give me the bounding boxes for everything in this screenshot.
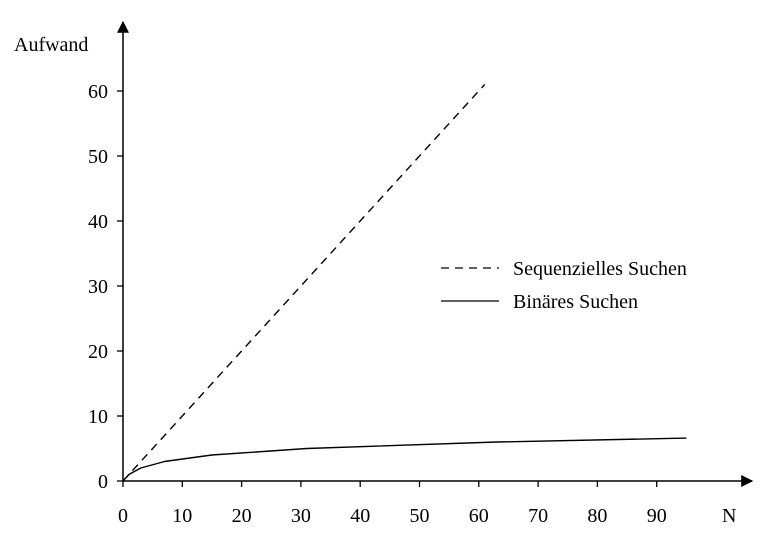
x-axis-label: N — [722, 505, 736, 527]
y-tick-label: 0 — [98, 471, 108, 493]
y-tick-label: 40 — [88, 211, 108, 233]
x-tick-label: 10 — [172, 505, 192, 527]
legend: Sequenzielles Suchen Binäres Suchen — [441, 258, 687, 313]
y-axis-label: Aufwand — [14, 34, 88, 56]
x-tick-label: 70 — [528, 505, 548, 527]
y-tick-label: 20 — [88, 341, 108, 363]
x-tick-label: 20 — [232, 505, 252, 527]
x-tick-label: 30 — [291, 505, 311, 527]
y-tick-label: 30 — [88, 276, 108, 298]
x-tick-label: 60 — [469, 505, 489, 527]
x-ticks: 0 10 20 30 40 50 60 70 80 90 — [118, 481, 667, 527]
series-layer — [122, 84, 687, 482]
y-tick-label: 60 — [88, 81, 108, 103]
legend-item-sequential: Sequenzielles Suchen — [441, 258, 687, 280]
series-line-binary — [122, 437, 687, 482]
series-line-sequential — [122, 84, 486, 482]
x-tick-label: 80 — [587, 505, 607, 527]
legend-item-binary: Binäres Suchen — [441, 291, 638, 313]
y-tick-label: 10 — [88, 406, 108, 428]
x-tick-label: 0 — [118, 505, 128, 527]
legend-label-binary: Binäres Suchen — [513, 291, 638, 313]
y-tick-label: 50 — [88, 146, 108, 168]
x-tick-label: 50 — [410, 505, 430, 527]
legend-label-sequential: Sequenzielles Suchen — [513, 258, 687, 280]
y-ticks: 0 10 20 30 40 50 60 — [88, 81, 123, 493]
x-tick-label: 40 — [350, 505, 370, 527]
x-tick-label: 90 — [647, 505, 667, 527]
